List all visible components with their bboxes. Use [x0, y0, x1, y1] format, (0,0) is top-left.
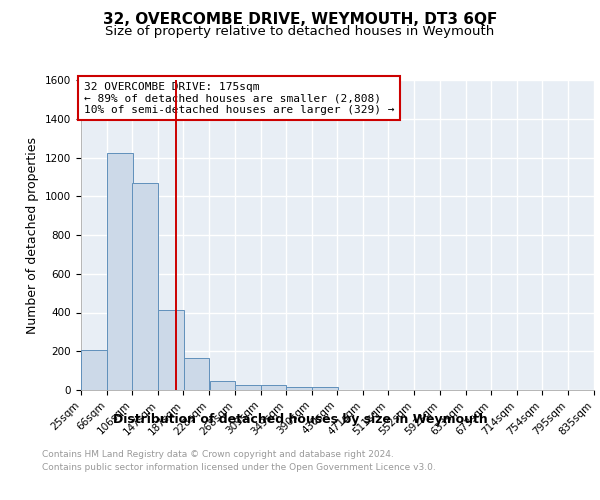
Bar [235, 384, 260, 390]
Bar [286, 386, 312, 390]
Bar [184, 358, 209, 390]
Text: Contains public sector information licensed under the Open Government Licence v3: Contains public sector information licen… [42, 462, 436, 471]
Text: 32, OVERCOMBE DRIVE, WEYMOUTH, DT3 6QF: 32, OVERCOMBE DRIVE, WEYMOUTH, DT3 6QF [103, 12, 497, 28]
Bar [81, 350, 107, 390]
Text: Contains HM Land Registry data © Crown copyright and database right 2024.: Contains HM Land Registry data © Crown c… [42, 450, 394, 459]
Bar [209, 380, 235, 390]
Text: Distribution of detached houses by size in Weymouth: Distribution of detached houses by size … [113, 412, 487, 426]
Y-axis label: Number of detached properties: Number of detached properties [26, 136, 40, 334]
Bar [261, 384, 286, 390]
Bar [312, 386, 338, 390]
Bar [107, 152, 133, 390]
Text: Size of property relative to detached houses in Weymouth: Size of property relative to detached ho… [106, 25, 494, 38]
Bar [158, 310, 184, 390]
Text: 32 OVERCOMBE DRIVE: 175sqm
← 89% of detached houses are smaller (2,808)
10% of s: 32 OVERCOMBE DRIVE: 175sqm ← 89% of deta… [83, 82, 394, 115]
Bar [133, 182, 158, 390]
